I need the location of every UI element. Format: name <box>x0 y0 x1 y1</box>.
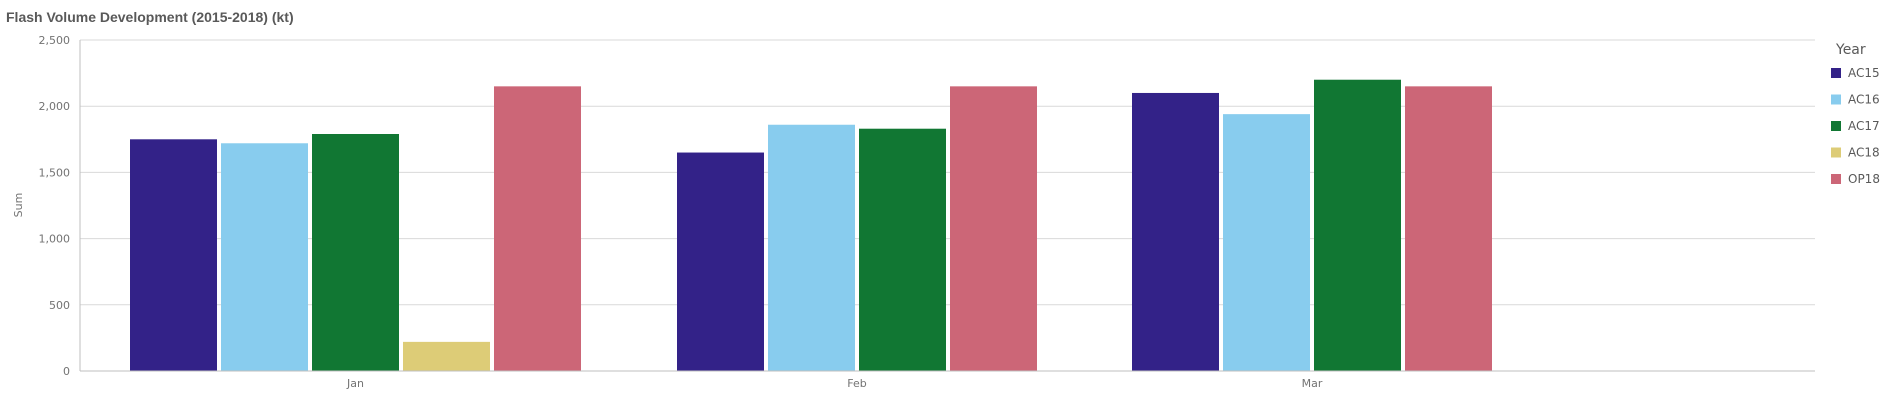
bar-ac17-mar[interactable] <box>1314 79 1401 371</box>
y-tick-label: 500 <box>49 299 70 312</box>
bar-ac16-jan[interactable] <box>221 143 308 371</box>
y-tick-label: 1,500 <box>39 166 71 179</box>
legend-item-op18[interactable]: OP18 <box>1848 172 1880 186</box>
x-tick-label: Feb <box>847 377 866 390</box>
legend-item-ac15[interactable]: AC15 <box>1848 66 1880 80</box>
legend-swatch <box>1831 121 1841 131</box>
y-tick-label: 2,500 <box>39 34 71 47</box>
legend-swatch <box>1831 94 1841 105</box>
bar-ac16-feb[interactable] <box>768 124 855 372</box>
x-tick-label: Jan <box>346 377 364 390</box>
bar-ac15-jan[interactable] <box>130 139 217 371</box>
legend-swatch <box>1831 68 1841 78</box>
x-tick-label: Mar <box>1302 377 1323 390</box>
bar-op18-feb[interactable] <box>950 86 1037 371</box>
bars <box>130 79 1492 372</box>
y-axis-title: Sum <box>12 193 25 218</box>
chart-title: Flash Volume Development (2015-2018) (kt… <box>6 9 294 25</box>
y-tick-label: 0 <box>63 365 70 378</box>
bar-op18-mar[interactable] <box>1405 86 1492 371</box>
legend-item-ac16[interactable]: AC16 <box>1848 93 1880 107</box>
y-tick-label: 2,000 <box>39 100 71 113</box>
y-tick-label: 1,000 <box>39 233 71 246</box>
legend-item-ac18[interactable]: AC18 <box>1848 146 1880 160</box>
legend-swatch <box>1831 174 1841 184</box>
legend-item-ac17[interactable]: AC17 <box>1848 119 1880 133</box>
axes <box>79 40 1815 372</box>
bar-ac17-feb[interactable] <box>859 128 946 371</box>
bar-op18-jan[interactable] <box>494 86 581 371</box>
bar-ac18-jan[interactable] <box>403 341 490 371</box>
bar-ac15-mar[interactable] <box>1132 92 1219 372</box>
y-tick-labels: 0 500 1,000 1,500 2,000 2,500 <box>39 34 71 378</box>
legend-title: Year <box>1835 42 1866 58</box>
bar-ac16-mar[interactable] <box>1223 114 1310 372</box>
bar-ac17-jan[interactable] <box>312 134 399 371</box>
bar-ac15-feb[interactable] <box>677 152 764 371</box>
x-tick-labels: Jan Feb Mar <box>346 377 1323 390</box>
legend[interactable]: Year AC15 AC16 AC17 AC18 OP18 <box>1831 42 1880 186</box>
legend-swatch <box>1831 147 1841 158</box>
